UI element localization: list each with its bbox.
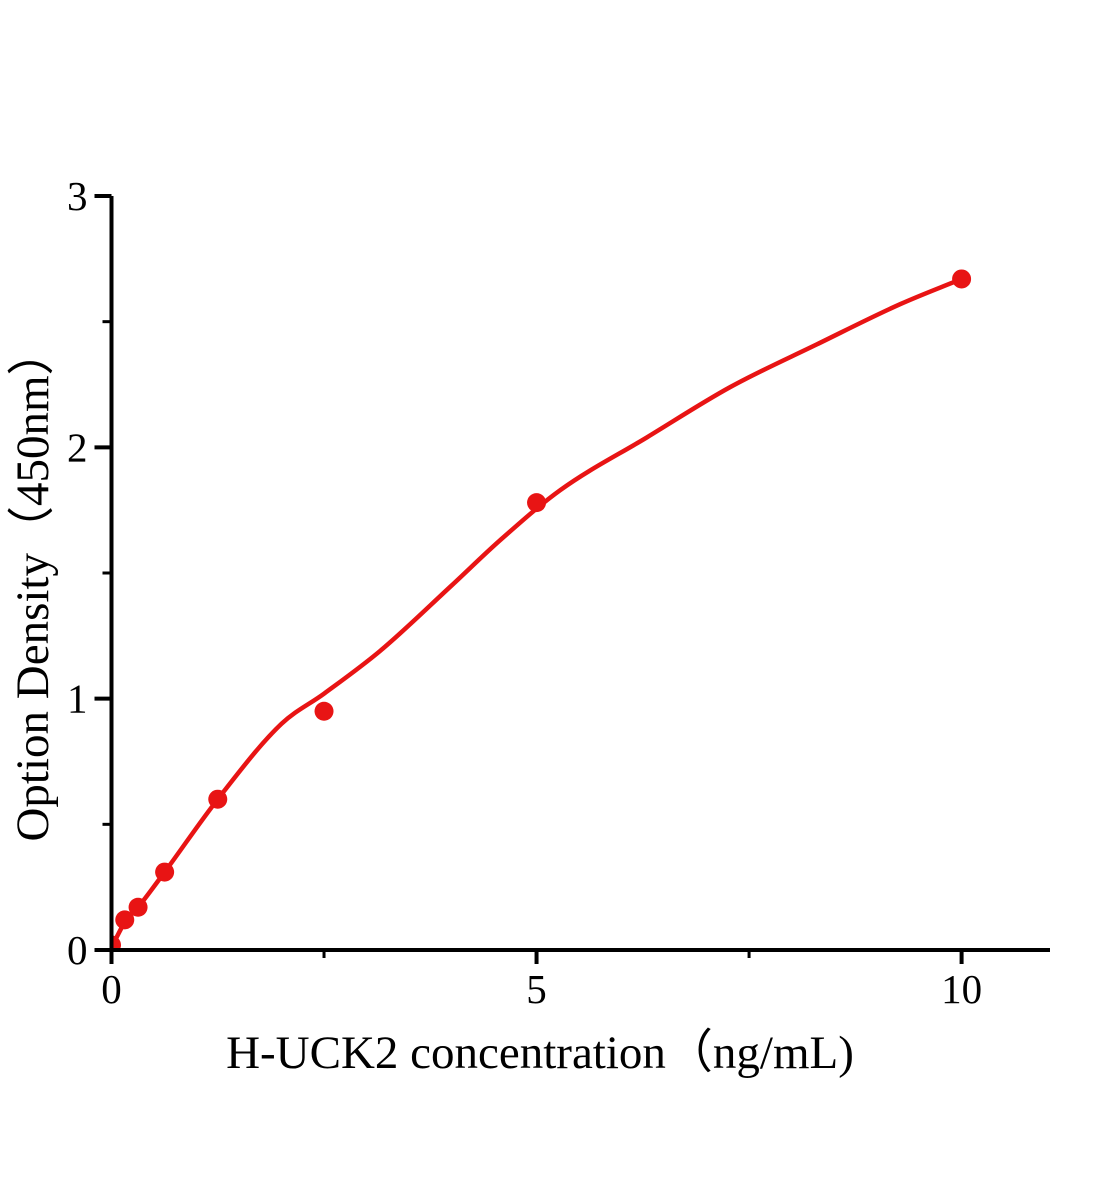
data-point — [952, 269, 972, 289]
data-point — [527, 493, 547, 513]
x-axis-title: H-UCK2 concentration（ng/mL) — [226, 1027, 854, 1079]
data-point — [155, 862, 175, 882]
data-point — [314, 701, 334, 721]
data-series-layer — [113, 269, 972, 948]
data-point — [113, 935, 121, 948]
y-axis-title: Option Density（450nm） — [7, 328, 59, 841]
y-tick-label: 2 — [67, 424, 88, 470]
fit-curve — [113, 276, 964, 948]
x-tick-label: 5 — [526, 966, 547, 1012]
y-tick-label: 1 — [67, 676, 88, 722]
y-tick-label: 3 — [67, 173, 88, 219]
y-tick-label: 0 — [67, 927, 88, 973]
axis-layer: 0 5 10 0 1 2 3 — [67, 173, 1050, 1012]
data-point — [115, 910, 135, 930]
x-tick-label: 10 — [941, 966, 982, 1012]
data-point — [208, 789, 228, 809]
x-tick-label: 0 — [101, 966, 122, 1012]
data-point — [128, 897, 148, 917]
